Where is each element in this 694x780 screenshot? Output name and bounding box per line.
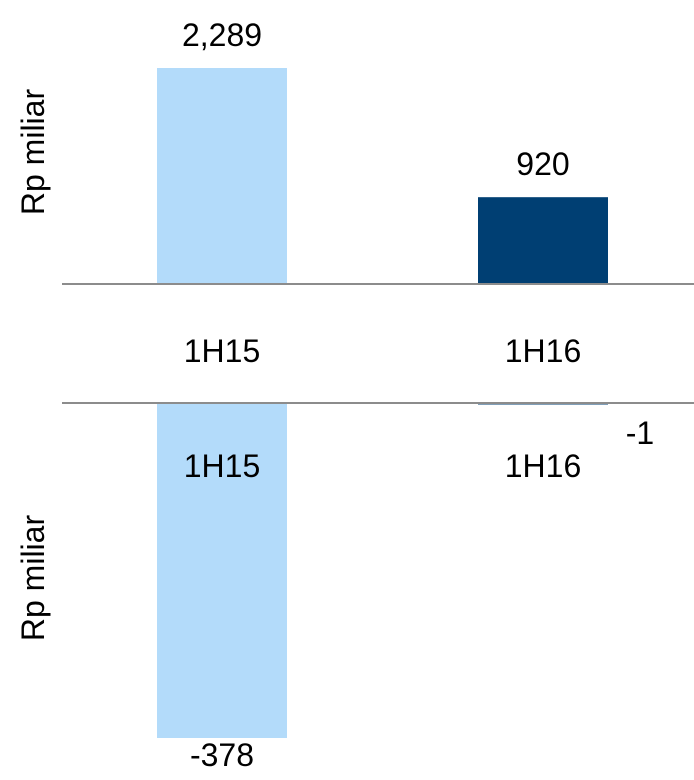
tick-label-bottom-1H16: 1H16 xyxy=(505,448,582,484)
data-label-top-1H16: 920 xyxy=(516,146,569,182)
data-label-bottom-1H16: -1 xyxy=(626,415,654,451)
bottom-chart: 1H15 1H16 -378 -1 Rp miliar xyxy=(15,402,694,773)
bar-top-1H15 xyxy=(157,68,287,284)
bar-bottom-1H15 xyxy=(157,403,287,738)
y-axis-label-top: Rp miliar xyxy=(15,89,51,216)
tick-label-top-1H16: 1H16 xyxy=(505,333,582,369)
data-label-bottom-1H15: -378 xyxy=(190,737,254,773)
top-chart: 2,289 920 1H15 1H16 Rp miliar xyxy=(15,17,694,369)
data-label-top-1H15: 2,289 xyxy=(182,17,262,53)
tick-label-bottom-1H15: 1H15 xyxy=(184,448,261,484)
y-axis-label-bottom: Rp miliar xyxy=(15,515,51,642)
bar-top-1H16 xyxy=(478,197,608,284)
tick-label-top-1H15: 1H15 xyxy=(184,333,261,369)
